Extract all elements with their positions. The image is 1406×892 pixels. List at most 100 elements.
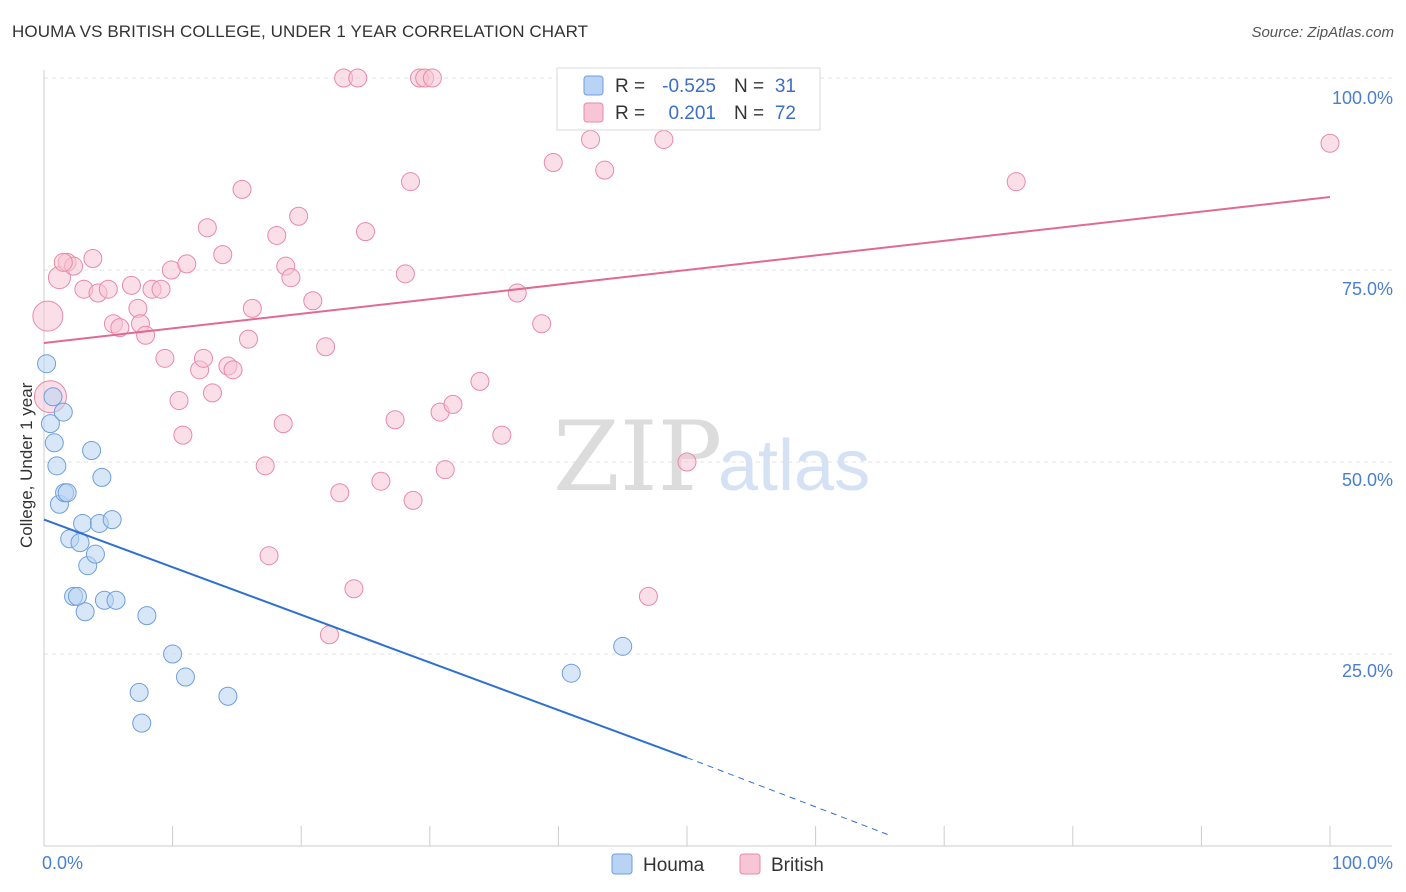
british-point [638,586,658,606]
houma-point [132,713,152,733]
houma-point [57,483,77,503]
legend-r-value-british: 0.201 [668,103,716,124]
british-point [507,283,527,303]
houma-point [561,663,581,683]
chart-title: HOUMA VS BRITISH COLLEGE, UNDER 1 YEAR C… [12,22,589,41]
bottom-legend-swatch-houma [611,853,633,875]
houma-point [40,414,60,434]
british-point [532,314,552,334]
houma-point [73,513,93,533]
legend-box: R = -0.525 N = 31 R = 0.201 N = 72 [556,67,821,131]
bottom-legend-label-houma: Houma [643,855,705,876]
british-point [654,129,674,149]
legend-swatch-british [583,102,604,123]
legend-r-label-british: R = [615,103,645,124]
legend-r-value-houma: -0.525 [662,76,716,97]
british-point [232,179,252,199]
british-point [98,279,118,299]
houma-point [37,354,57,374]
british-point [32,300,64,332]
british-point [435,460,455,480]
british-point [595,160,615,180]
y-tick-label-75: 75.0% [1342,279,1393,299]
british-point [281,268,301,288]
british-point [395,264,415,284]
legend-n-value-british: 72 [775,103,796,124]
british-point [385,410,405,430]
houma-point [47,456,67,476]
british-point [173,425,193,445]
y-tick-labels: 100.0% 75.0% 50.0% 25.0% [1332,88,1393,681]
british-point [371,471,391,491]
british-point [155,348,175,368]
x-tick-label-min: 0.0% [42,853,83,873]
british-point [289,206,309,226]
y-tick-label-100: 100.0% [1332,88,1393,108]
legend-n-label-british: N = [734,103,764,124]
british-point [202,383,222,403]
british-point [255,456,275,476]
houma-point [129,682,149,702]
source-label: Source: ZipAtlas.com [1251,24,1394,41]
houma-point [613,636,633,656]
watermark-atlas: atlas [718,426,870,506]
british-point [169,391,189,411]
british-point [677,452,697,472]
houma-point [137,606,157,626]
houma-point [85,544,105,564]
british-point [403,490,423,510]
british-point [53,252,73,272]
houma-point [67,586,87,606]
houma-point [44,433,64,453]
x-tick-label-max: 100.0% [1332,853,1393,873]
british-point [213,245,233,265]
british-points [32,68,1340,645]
y-tick-label-50: 50.0% [1342,470,1393,490]
british-point [267,225,287,245]
houma-point [43,387,63,407]
houma-point [102,510,122,530]
legend-swatch-houma [583,75,604,96]
legend-n-value-houma: 31 [775,76,796,97]
y-tick-label-25: 25.0% [1342,661,1393,681]
houma-point [53,402,73,422]
british-point [136,325,156,345]
houma-point [82,440,102,460]
british-point [470,371,490,391]
houma-trend-line [43,518,688,759]
british-point [177,254,197,274]
british-point [259,546,279,566]
british-point [121,275,141,295]
british-point [83,248,103,268]
houma-point [92,467,112,487]
british-point [193,348,213,368]
houma-point [163,644,183,664]
british-trend-line [43,196,1331,344]
british-point [401,172,421,192]
bottom-legend-swatch-british [739,853,761,875]
houma-point [75,602,95,622]
y-axis-label: College, Under 1 year [17,382,36,548]
british-point [273,414,293,434]
british-point [1006,172,1026,192]
british-point [492,425,512,445]
british-point [197,218,217,238]
houma-point [70,533,90,553]
british-point [581,129,601,149]
bottom-legend: Houma British [611,853,824,876]
houma-point [106,590,126,610]
legend-r-label-houma: R = [615,76,645,97]
british-point [303,291,323,311]
british-point [356,222,375,242]
british-point [1320,133,1340,153]
british-point [316,337,336,357]
british-point [330,483,350,503]
british-point [242,298,262,318]
axes [43,70,1392,847]
british-point [422,68,442,88]
x-ticks [43,826,1331,846]
british-point [223,360,243,380]
houma-trend-line-extension [686,757,888,835]
bottom-legend-label-british: British [771,855,824,876]
legend-n-label-houma: N = [734,76,764,97]
